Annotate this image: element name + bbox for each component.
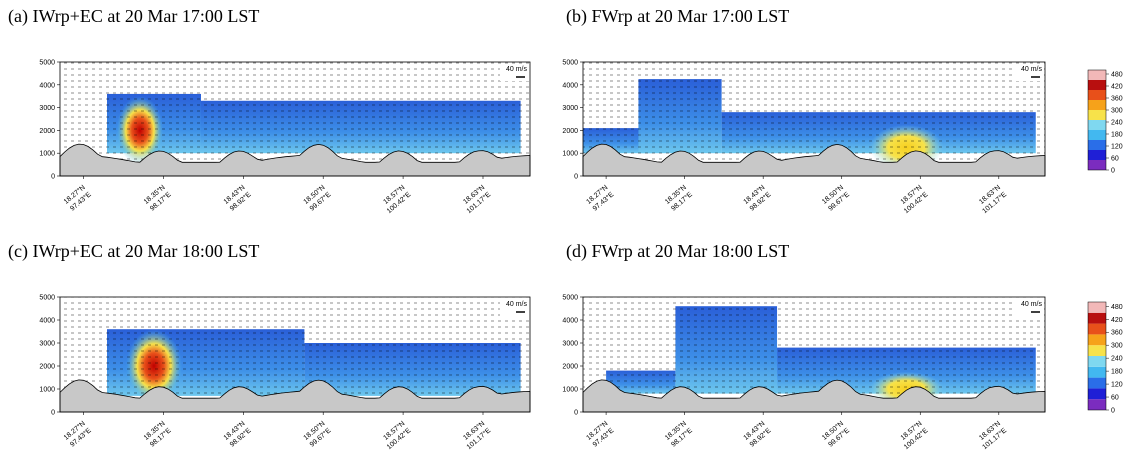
y-tick-label: 2000: [39, 128, 55, 135]
colorbar-swatch: [1088, 150, 1106, 160]
terrain: [582, 379, 1046, 413]
y-tick-label: 5000: [562, 60, 578, 67]
y-tick-label: 0: [574, 174, 578, 181]
colorbar-tick-label: 360: [1111, 96, 1123, 103]
y-tick-label: 2000: [39, 364, 55, 371]
colorbar-swatch: [1088, 120, 1106, 130]
colorbar-frame: [1087, 301, 1107, 411]
colorbar-tick-label: 0: [1111, 168, 1115, 175]
panel-title: (b) FWrp at 20 Mar 17:00 LST: [566, 6, 789, 27]
terrain: [59, 379, 531, 413]
colorbar-swatch: [1088, 100, 1106, 110]
panel: (c) IWrp+EC at 20 Mar 18:00 LST 0 1000 2000…: [8, 241, 531, 451]
colorbar-tick-label: 360: [1111, 330, 1123, 337]
plot-frame: [582, 296, 1046, 413]
panel-title: (c) IWrp+EC at 20 Mar 18:00 LST: [8, 241, 259, 262]
colorbar-tick-label: 0: [1111, 408, 1115, 415]
terrain: [582, 143, 1046, 177]
ref-vector-label: 40 m/s: [506, 301, 528, 308]
plot-frame: [59, 296, 531, 413]
colorbar-swatch: [1088, 70, 1106, 80]
colorbar-swatch: [1088, 345, 1106, 356]
plot-frame: [59, 61, 531, 177]
panel: (b) FWrp at 20 Mar 17:00 LST 0 1000 2000 300…: [562, 6, 1122, 215]
colorbar-swatch: [1088, 130, 1106, 140]
y-tick-label: 4000: [562, 318, 578, 325]
y-tick-label: 3000: [39, 105, 55, 112]
colorbar-tick-label: 120: [1111, 382, 1123, 389]
colorbar-swatch: [1088, 366, 1106, 378]
y-tick-label: 1000: [39, 151, 55, 158]
colorbar-swatch: [1088, 356, 1106, 367]
colorbar-tick-label: 180: [1111, 132, 1123, 139]
colorbar-tick-label: 120: [1111, 144, 1123, 151]
ref-vector-label: 40 m/s: [1021, 66, 1043, 73]
colorbar-tick-label: 180: [1111, 369, 1123, 376]
colorbar-frame: [1087, 69, 1107, 171]
colorbar-swatch: [1088, 334, 1106, 346]
colorbar-swatch: [1088, 312, 1106, 324]
ref-vector-label: 40 m/s: [1021, 301, 1043, 308]
colorbar-tick-label: 240: [1111, 120, 1123, 127]
colorbar-swatch: [1088, 323, 1106, 335]
plot-frame: [582, 61, 1046, 177]
colorbar-swatch: [1088, 160, 1106, 170]
y-tick-label: 1000: [562, 387, 578, 394]
colorbar-tick-label: 60: [1111, 395, 1119, 402]
panel-title: (a) IWrp+EC at 20 Mar 17:00 LST: [8, 6, 259, 27]
y-tick-label: 3000: [562, 341, 578, 348]
y-tick-label: 5000: [562, 295, 578, 302]
panel: (a) IWrp+EC at 20 Mar 17:00 LST 0 1000 2000…: [8, 6, 531, 215]
colorbar-tick-label: 480: [1111, 72, 1123, 79]
colorbar-swatch: [1088, 302, 1106, 313]
colorbar-tick-label: 240: [1111, 356, 1123, 363]
y-tick-label: 3000: [39, 341, 55, 348]
colorbar-tick-label: 300: [1111, 343, 1123, 350]
colorbar-tick-label: 420: [1111, 317, 1123, 324]
terrain: [59, 143, 531, 177]
colorbar-tick-label: 480: [1111, 304, 1123, 311]
colorbar-swatch: [1088, 388, 1106, 400]
y-tick-label: 2000: [562, 364, 578, 371]
colorbar-swatch: [1088, 140, 1106, 150]
y-tick-label: 1000: [562, 151, 578, 158]
y-tick-label: 3000: [562, 105, 578, 112]
colorbar-swatch: [1088, 399, 1106, 410]
colorbar-swatch: [1088, 110, 1106, 120]
y-tick-label: 0: [51, 174, 55, 181]
colorbar-swatch: [1088, 80, 1106, 90]
y-tick-label: 1000: [39, 387, 55, 394]
y-tick-label: 0: [51, 410, 55, 417]
y-tick-label: 4000: [562, 82, 578, 89]
y-tick-label: 5000: [39, 60, 55, 67]
panel: (d) FWrp at 20 Mar 18:00 LST 0 1000 2000 300…: [562, 241, 1122, 451]
y-tick-label: 0: [574, 410, 578, 417]
colorbar-swatch: [1088, 90, 1106, 100]
panel-title: (d) FWrp at 20 Mar 18:00 LST: [566, 241, 789, 262]
y-tick-label: 5000: [39, 295, 55, 302]
y-tick-label: 4000: [39, 318, 55, 325]
colorbar-tick-label: 300: [1111, 108, 1123, 115]
colorbar-tick-label: 420: [1111, 84, 1123, 91]
colorbar-tick-label: 60: [1111, 156, 1119, 163]
y-tick-label: 4000: [39, 82, 55, 89]
colorbar-swatch: [1088, 377, 1106, 389]
ref-vector-label: 40 m/s: [506, 66, 528, 73]
y-tick-label: 2000: [562, 128, 578, 135]
